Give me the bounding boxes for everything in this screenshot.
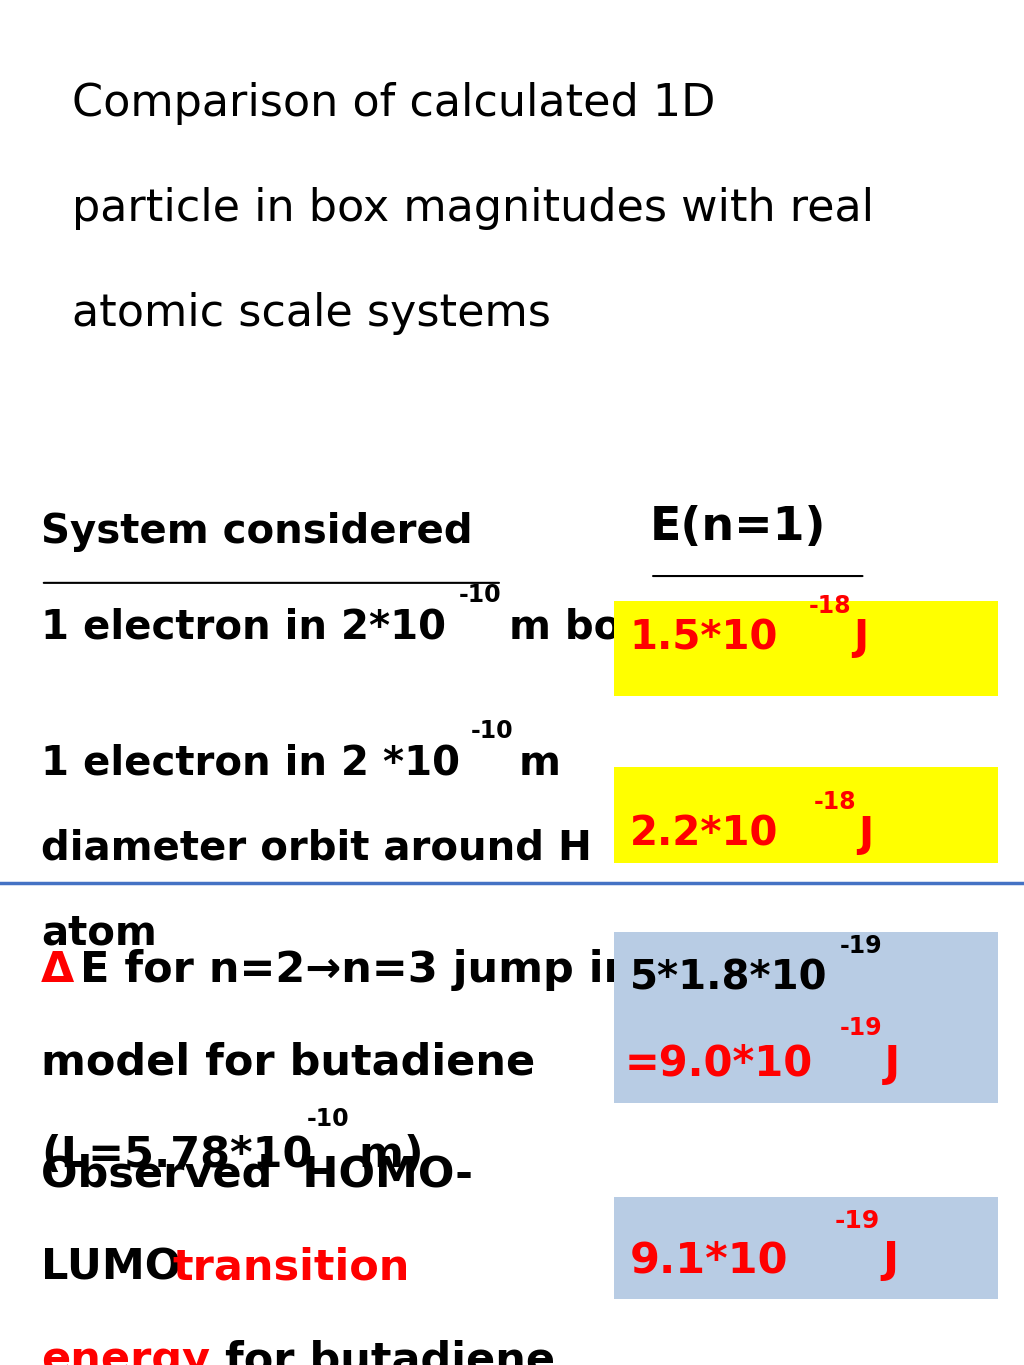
Text: model for butadiene: model for butadiene xyxy=(41,1041,536,1084)
Text: System considered: System considered xyxy=(41,512,473,551)
Text: -18: -18 xyxy=(809,594,852,618)
Text: particle in box magnitudes with real: particle in box magnitudes with real xyxy=(72,187,873,231)
Text: atom: atom xyxy=(41,913,157,953)
Text: 1 electron in 2 *10: 1 electron in 2 *10 xyxy=(41,744,460,784)
Text: 2.2*10: 2.2*10 xyxy=(630,815,778,854)
FancyBboxPatch shape xyxy=(614,767,998,863)
FancyBboxPatch shape xyxy=(614,1197,998,1299)
Text: -10: -10 xyxy=(307,1107,350,1132)
Text: m box: m box xyxy=(495,607,647,647)
Text: -10: -10 xyxy=(471,719,514,744)
Text: m): m) xyxy=(344,1134,424,1177)
Text: -18: -18 xyxy=(814,790,857,815)
Text: E for n=2→n=3 jump in: E for n=2→n=3 jump in xyxy=(80,949,634,991)
Text: (L=5.78*10: (L=5.78*10 xyxy=(41,1134,312,1177)
Text: -19: -19 xyxy=(835,1209,880,1234)
Text: -19: -19 xyxy=(840,934,883,958)
Text: -10: -10 xyxy=(459,583,502,607)
Text: LUMO: LUMO xyxy=(41,1246,197,1289)
Text: Observed  HOMO-: Observed HOMO- xyxy=(41,1153,473,1196)
Text: J: J xyxy=(845,815,873,854)
Text: =9.0*10: =9.0*10 xyxy=(625,1043,813,1085)
Text: atomic scale systems: atomic scale systems xyxy=(72,292,551,336)
Text: J: J xyxy=(840,618,868,658)
Text: energy: energy xyxy=(41,1339,210,1365)
Text: 5*1.8*10: 5*1.8*10 xyxy=(630,958,827,998)
Text: 1.5*10: 1.5*10 xyxy=(630,618,778,658)
Text: m: m xyxy=(505,744,561,784)
Text: Δ: Δ xyxy=(41,949,74,991)
Text: J: J xyxy=(870,1043,900,1085)
FancyBboxPatch shape xyxy=(614,932,998,1103)
Text: for butadiene: for butadiene xyxy=(195,1339,555,1365)
Text: Comparison of calculated 1D: Comparison of calculated 1D xyxy=(72,82,715,126)
Text: 1 electron in 2*10: 1 electron in 2*10 xyxy=(41,607,446,647)
Text: -19: -19 xyxy=(840,1016,883,1040)
Text: transition: transition xyxy=(172,1246,410,1289)
Text: diameter orbit around H: diameter orbit around H xyxy=(41,829,592,868)
Text: 9.1*10: 9.1*10 xyxy=(630,1239,788,1282)
FancyBboxPatch shape xyxy=(614,601,998,696)
Text: J: J xyxy=(868,1239,899,1282)
Text: E(n=1): E(n=1) xyxy=(650,505,826,550)
